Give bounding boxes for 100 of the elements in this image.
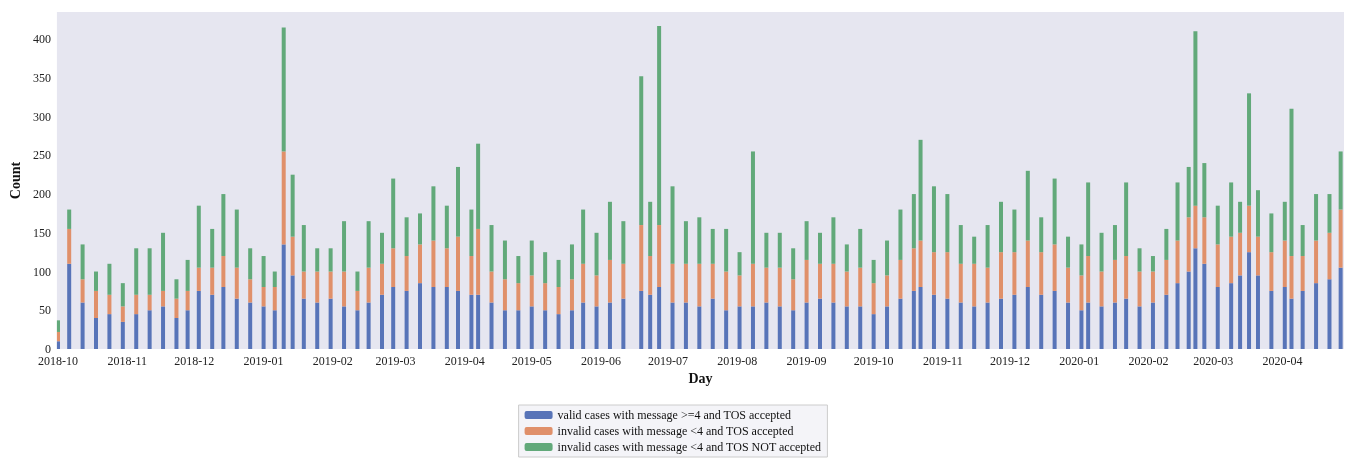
bar	[94, 290, 98, 319]
bar	[958, 225, 963, 264]
bar	[1269, 252, 1274, 291]
bar	[569, 279, 574, 311]
x-tick-label: 2019-11	[923, 354, 963, 368]
bar	[556, 259, 561, 288]
bar	[281, 27, 286, 152]
x-tick-label: 2018-10	[38, 354, 79, 368]
bar	[581, 302, 586, 349]
bar	[1186, 217, 1191, 272]
bar	[355, 310, 360, 349]
bar	[80, 279, 85, 303]
bar	[234, 209, 239, 268]
bar	[1229, 283, 1234, 349]
bar	[529, 240, 534, 276]
bar	[697, 306, 702, 349]
bar	[456, 236, 460, 291]
bar	[196, 290, 201, 349]
bar	[1112, 225, 1117, 260]
bar	[1039, 294, 1044, 349]
bar	[569, 244, 574, 280]
bar	[958, 302, 963, 349]
bar	[502, 279, 507, 311]
bar	[134, 294, 139, 315]
bar	[543, 310, 548, 349]
bar	[844, 271, 849, 307]
bar	[120, 283, 125, 307]
bar	[931, 186, 936, 253]
bar	[1289, 256, 1294, 299]
bar	[476, 143, 481, 229]
bar	[724, 271, 729, 311]
bar	[134, 248, 139, 295]
bar	[404, 290, 409, 349]
bar	[1164, 228, 1169, 260]
bar	[1229, 236, 1234, 284]
bar	[80, 244, 85, 280]
bar	[818, 232, 822, 264]
bar	[1338, 267, 1343, 349]
bar	[639, 290, 644, 349]
bar	[607, 259, 612, 303]
bar	[489, 271, 494, 303]
bar	[120, 321, 125, 349]
x-tick-label: 2019-03	[375, 354, 416, 368]
bar	[290, 275, 295, 349]
bar	[607, 302, 612, 349]
bar	[1202, 163, 1207, 218]
bar	[1247, 252, 1252, 349]
bar	[1193, 205, 1198, 249]
bar	[648, 294, 653, 349]
x-axis-title: Day	[688, 371, 713, 387]
bar	[898, 209, 903, 260]
bar	[261, 287, 266, 307]
legend-label: invalid cases with message <4 and TOS accepted	[557, 424, 794, 438]
x-tick-label: 2020-02	[1128, 354, 1169, 368]
bar	[804, 302, 809, 349]
bar	[607, 201, 612, 260]
bar	[931, 252, 936, 295]
bar	[1202, 263, 1207, 349]
bar	[1137, 248, 1142, 272]
bar	[804, 259, 809, 303]
bar	[328, 271, 333, 299]
bar	[342, 306, 347, 349]
x-tick-label: 2020-01	[1059, 354, 1100, 368]
x-tick-label: 2019-07	[648, 354, 689, 368]
bar	[556, 287, 561, 315]
bar	[516, 283, 521, 311]
bar	[1150, 271, 1155, 303]
bar	[1079, 275, 1084, 311]
bar	[1327, 232, 1332, 280]
bar	[556, 314, 561, 349]
bar	[831, 263, 836, 303]
bar	[301, 298, 306, 349]
bar	[999, 252, 1003, 299]
y-tick-label: 100	[32, 264, 51, 279]
bar	[476, 294, 481, 349]
bar	[185, 290, 190, 311]
bar	[366, 302, 371, 349]
bar	[683, 302, 688, 349]
bar	[594, 232, 599, 276]
bar	[355, 271, 360, 291]
bar	[290, 174, 295, 237]
bar	[391, 178, 396, 249]
x-tick-label: 2018-11	[107, 354, 148, 368]
bar	[1193, 31, 1198, 206]
bar	[657, 225, 662, 288]
bar	[1052, 178, 1057, 245]
bar	[1137, 306, 1142, 349]
bar	[431, 240, 436, 288]
bar	[272, 271, 277, 288]
bar	[985, 225, 990, 268]
bar	[683, 263, 688, 303]
bar	[1175, 283, 1180, 349]
bar	[185, 259, 190, 291]
bar	[818, 298, 822, 349]
bar	[210, 267, 215, 295]
bar	[516, 256, 521, 284]
bar	[844, 244, 849, 272]
bar	[366, 221, 371, 268]
bar	[670, 186, 675, 264]
bar	[1099, 232, 1104, 272]
